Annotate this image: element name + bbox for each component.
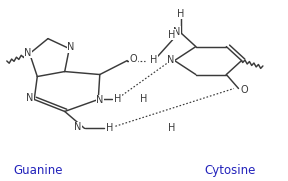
Text: Guanine: Guanine: [13, 164, 63, 177]
Text: N: N: [74, 122, 82, 132]
Text: N: N: [24, 48, 32, 58]
Text: O: O: [241, 85, 249, 94]
Text: H: H: [177, 9, 184, 19]
Text: O: O: [130, 54, 137, 64]
Text: N: N: [173, 27, 181, 37]
Text: H: H: [106, 123, 113, 133]
Text: Cytosine: Cytosine: [204, 164, 256, 177]
Text: N: N: [67, 42, 75, 52]
Text: N: N: [96, 96, 103, 106]
Text: H: H: [114, 94, 121, 104]
Text: H: H: [168, 123, 175, 133]
Text: H: H: [168, 30, 176, 40]
Text: H: H: [150, 55, 158, 65]
Text: N: N: [26, 93, 33, 104]
Text: N: N: [167, 54, 175, 65]
Text: H: H: [140, 94, 147, 104]
